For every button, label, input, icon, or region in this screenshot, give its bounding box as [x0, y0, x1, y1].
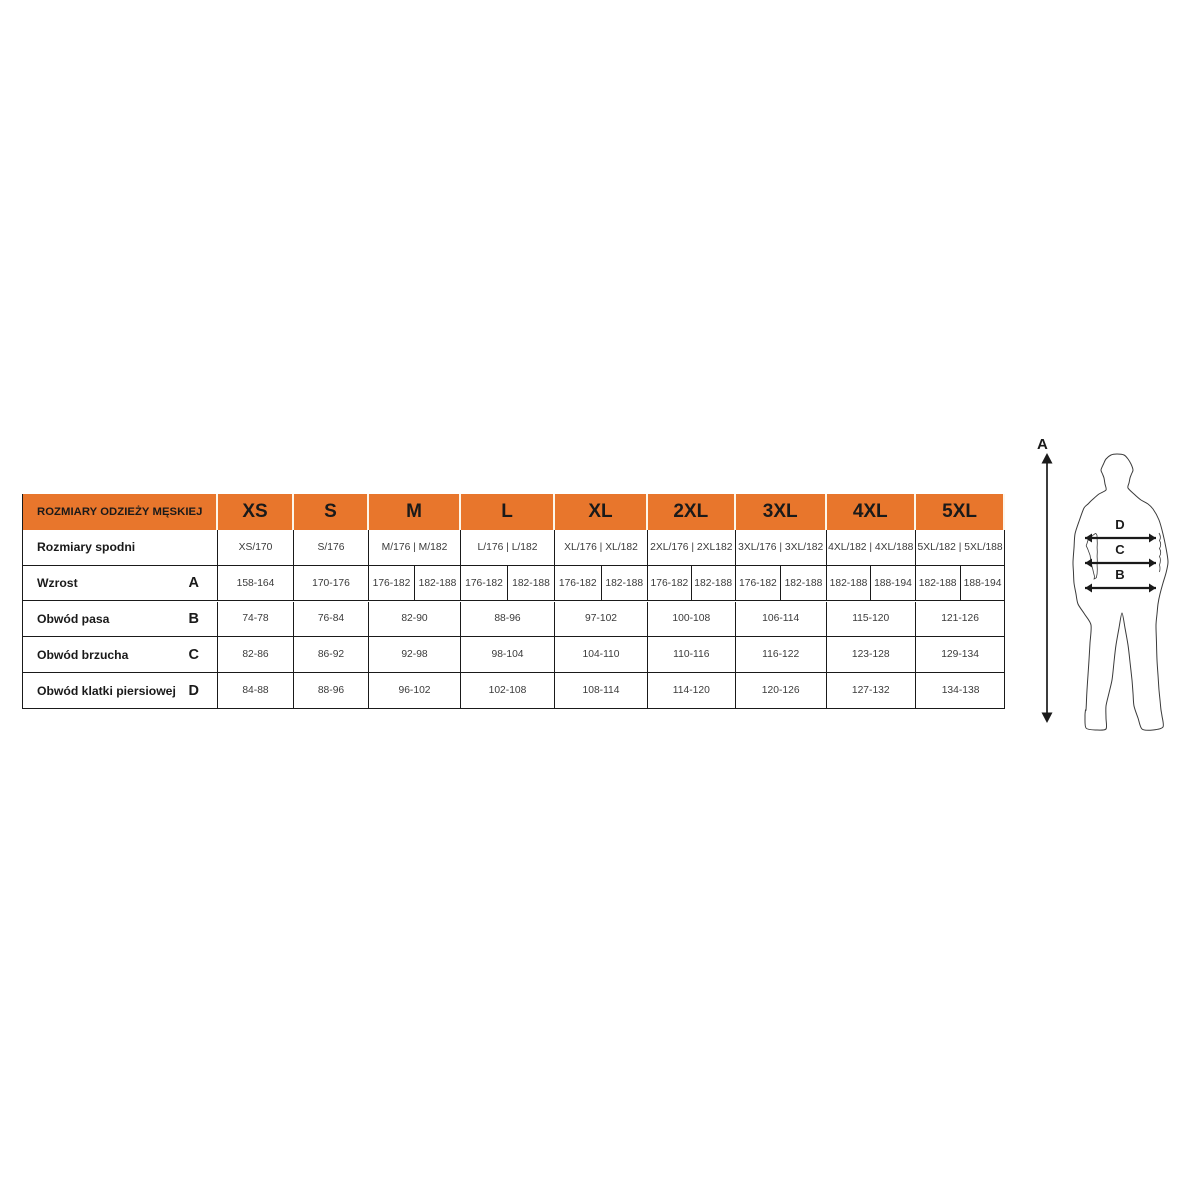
- svg-text:D: D: [1115, 517, 1124, 532]
- svg-text:C: C: [1115, 542, 1125, 557]
- svg-text:B: B: [1115, 567, 1124, 582]
